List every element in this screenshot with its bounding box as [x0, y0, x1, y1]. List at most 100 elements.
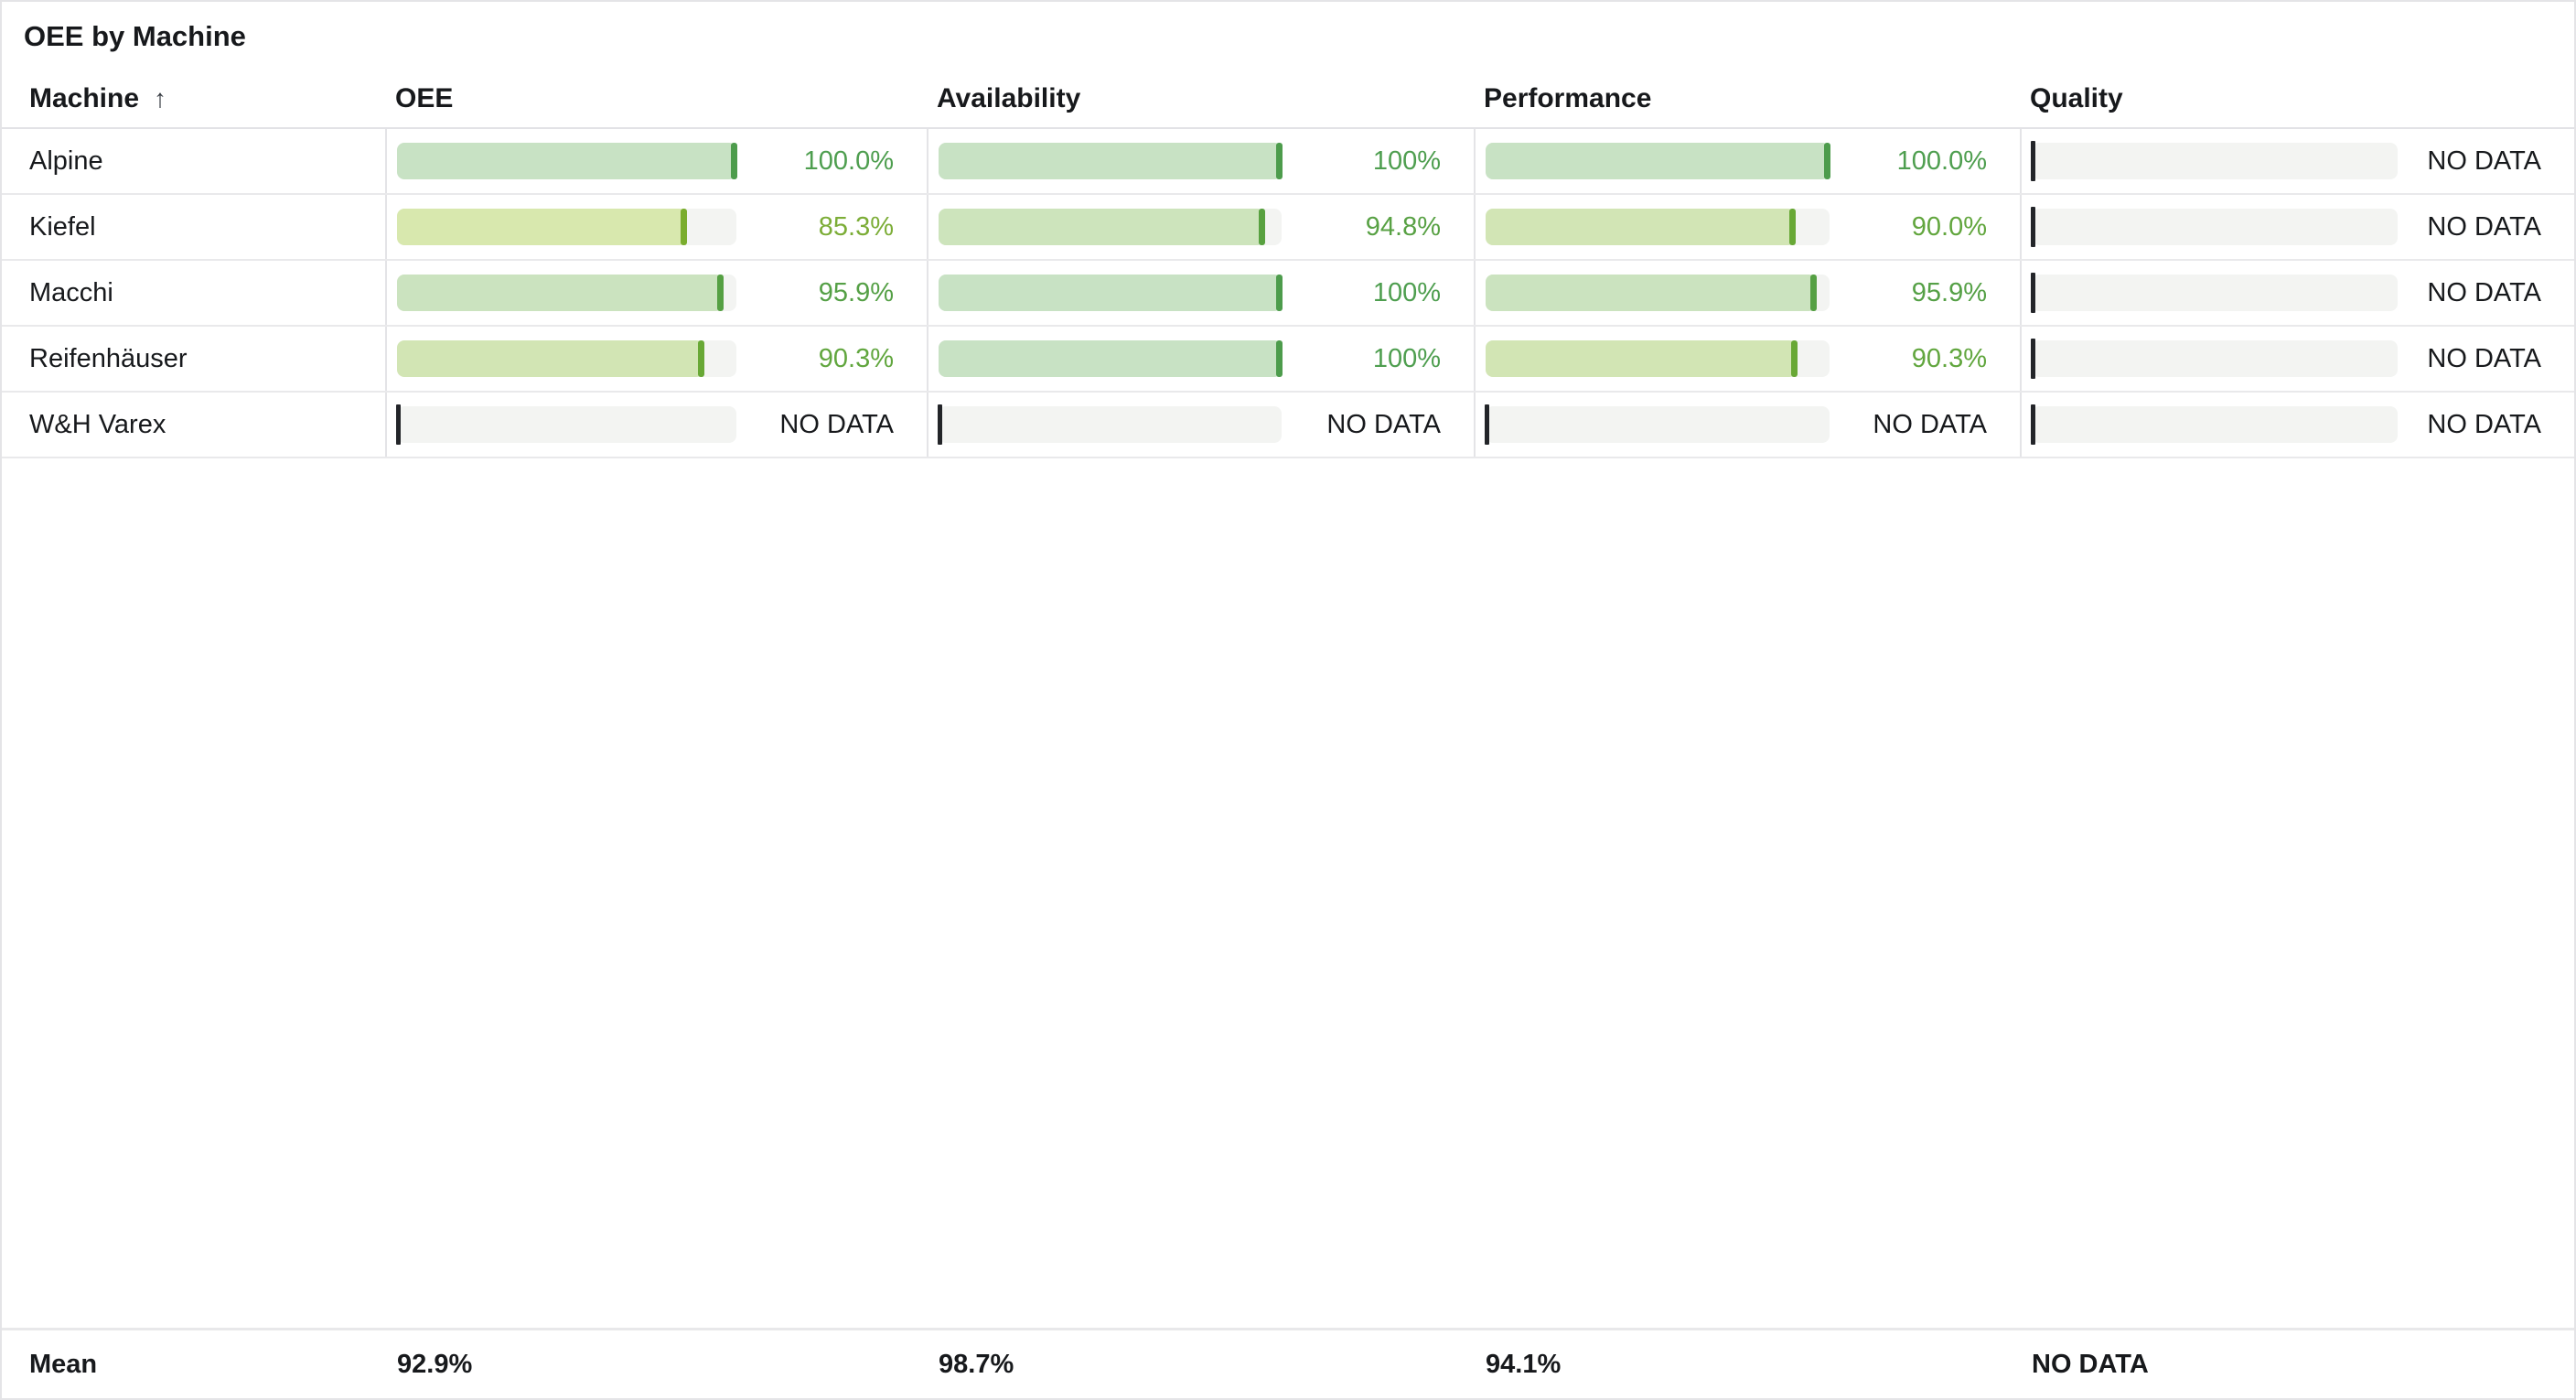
metric-value: 95.9%	[818, 277, 894, 307]
table-footer-row: Mean 92.9% 98.7% 94.1% NO DATA	[2, 1328, 2574, 1398]
column-header-label: Availability	[937, 83, 1081, 113]
bar-gauge	[939, 143, 1283, 179]
metric-value: 100%	[1372, 277, 1441, 307]
bar-gauge	[397, 209, 736, 245]
metric-cell: 90.3%	[385, 327, 927, 391]
metric-cell: 85.3%	[385, 195, 927, 259]
bar-gauge	[939, 209, 1282, 245]
no-data-cursor	[2031, 404, 2035, 445]
empty-area	[2, 458, 2574, 1328]
bar-fill	[1486, 143, 1830, 179]
bar-track	[939, 406, 1282, 443]
bar-fill	[939, 275, 1282, 311]
bar-fill	[397, 209, 687, 245]
bar-end-cap	[1809, 275, 1817, 311]
table-row: Kiefel 85.3% 94.8% 90.0% NO DATA	[2, 195, 2574, 261]
metric-cell: NO DATA	[2020, 327, 2574, 391]
bar-end-cap	[1824, 143, 1830, 179]
table-row: Alpine 100.0% 100% 100.0% NO DATA	[2, 129, 2574, 195]
column-header-label: Performance	[1484, 83, 1652, 113]
metric-value: NO DATA	[2427, 277, 2541, 307]
bar-track	[2032, 143, 2398, 179]
metric-cell: NO DATA	[1474, 393, 2020, 457]
no-data-cursor	[2031, 141, 2035, 181]
footer-mean-performance: 94.1%	[1486, 1349, 1562, 1379]
bar-track	[2032, 340, 2398, 377]
no-data-cursor	[2031, 207, 2035, 247]
metric-cell: NO DATA	[385, 393, 927, 457]
column-header-label: Quality	[2030, 83, 2123, 113]
bar-track	[2032, 406, 2398, 443]
column-header-label: OEE	[395, 83, 454, 113]
bar-gauge	[1486, 275, 1830, 311]
metric-value: NO DATA	[2427, 409, 2541, 439]
bar-gauge	[1486, 340, 1830, 377]
column-header-machine[interactable]: Machine ↑	[2, 83, 385, 114]
metric-value: 90.3%	[1911, 343, 1987, 373]
metric-cell: 100%	[927, 261, 1474, 325]
metric-value: 100.0%	[1896, 145, 1987, 176]
metric-cell: 94.8%	[927, 195, 1474, 259]
bar-track	[2032, 275, 2398, 311]
metric-cell: 100.0%	[1474, 129, 2020, 193]
metric-value: 94.8%	[1365, 211, 1441, 242]
bar-gauge	[2031, 273, 2398, 313]
bar-end-cap	[1276, 275, 1283, 311]
bar-gauge	[396, 404, 736, 445]
metric-value: 100%	[1372, 343, 1441, 373]
bar-fill	[939, 340, 1282, 377]
column-header-label: Machine	[29, 83, 140, 113]
bar-track	[2032, 209, 2398, 245]
no-data-cursor	[396, 404, 401, 445]
bar-fill	[1486, 275, 1816, 311]
machine-name: Reifenhäuser	[29, 343, 188, 373]
metric-cell: 95.9%	[385, 261, 927, 325]
metric-value: NO DATA	[1326, 409, 1441, 439]
metric-value: NO DATA	[2427, 145, 2541, 176]
metric-cell: 100%	[927, 129, 1474, 193]
bar-gauge	[939, 275, 1283, 311]
metric-cell: 100.0%	[385, 129, 927, 193]
bar-gauge	[2031, 207, 2398, 247]
bar-gauge	[2031, 141, 2398, 181]
table-row: Reifenhäuser 90.3% 100% 90.3% NO DATA	[2, 327, 2574, 393]
bar-fill	[1486, 340, 1797, 377]
metric-value: 100%	[1372, 145, 1441, 176]
metric-cell: NO DATA	[927, 393, 1474, 457]
column-header-oee[interactable]: OEE	[385, 83, 927, 114]
metric-value: 100.0%	[803, 145, 894, 176]
bar-gauge	[1486, 209, 1830, 245]
bar-gauge	[397, 275, 736, 311]
metric-cell: NO DATA	[2020, 195, 2574, 259]
bar-gauge	[397, 340, 736, 377]
metric-value: 85.3%	[818, 211, 894, 242]
bar-fill	[1486, 209, 1796, 245]
bar-end-cap	[681, 209, 688, 245]
no-data-cursor	[2031, 339, 2035, 379]
bar-end-cap	[1276, 340, 1283, 377]
bar-track	[1486, 406, 1830, 443]
no-data-cursor	[1485, 404, 1489, 445]
bar-end-cap	[731, 143, 737, 179]
metric-value: NO DATA	[2427, 211, 2541, 242]
footer-mean-availability: 98.7%	[939, 1349, 1014, 1379]
metric-cell: 100%	[927, 327, 1474, 391]
bar-fill	[939, 143, 1282, 179]
column-header-performance[interactable]: Performance	[1474, 83, 2020, 114]
no-data-cursor	[2031, 273, 2035, 313]
table-body: Alpine 100.0% 100% 100.0% NO DATA Kiefel…	[2, 129, 2574, 458]
bar-gauge	[397, 143, 737, 179]
machine-name: Macchi	[29, 277, 113, 307]
sort-ascending-icon: ↑	[154, 84, 167, 113]
metric-cell: NO DATA	[2020, 393, 2574, 457]
metric-value: NO DATA	[1873, 409, 1987, 439]
metric-cell: 95.9%	[1474, 261, 2020, 325]
bar-gauge	[939, 340, 1283, 377]
metric-value: 90.0%	[1911, 211, 1987, 242]
column-header-availability[interactable]: Availability	[927, 83, 1474, 114]
machine-name: Kiefel	[29, 211, 96, 242]
column-header-quality[interactable]: Quality	[2020, 83, 2574, 114]
footer-mean-oee: 92.9%	[397, 1349, 473, 1379]
bar-gauge	[1486, 143, 1830, 179]
